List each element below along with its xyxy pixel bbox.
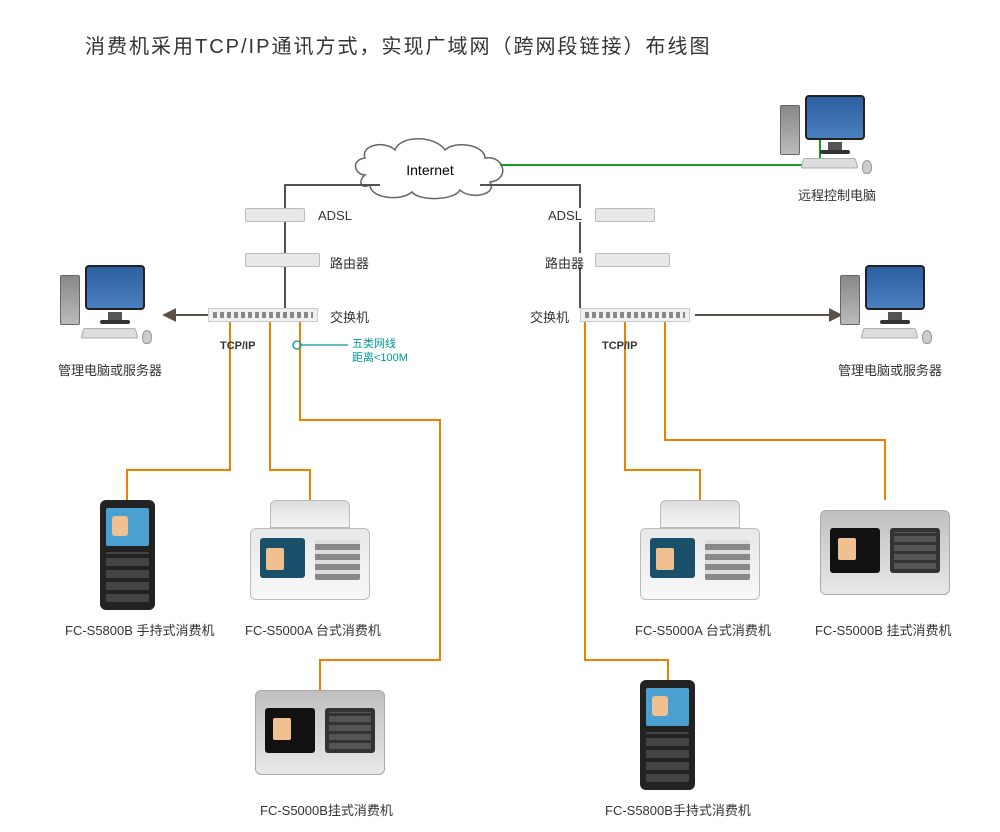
device-wall-2 [255,690,385,775]
switch-left [208,308,318,322]
edge-internet-adsl_left [285,185,380,208]
cable-note-pointer [293,341,348,349]
switch-label-left: 交换机 [330,307,369,326]
adsl-modem-left [245,208,305,222]
cable-note-line2: 距离<100M [352,349,408,365]
remote-pc-label: 远程控制电脑 [798,185,876,204]
device-desktop-1-label: FC-S5000A 台式消费机 [245,620,381,639]
device-wall-2-label: FC-S5000B挂式消费机 [260,800,393,819]
edge-internet-remote_pc [500,125,820,165]
router-label-right: 路由器 [545,253,584,272]
device-wall-1 [820,510,950,595]
edge-switch_left-dev_l2 [270,322,310,500]
remote-pc [780,95,890,185]
router-right [595,253,670,267]
device-handheld-1 [100,500,155,610]
switch-right [580,308,690,322]
adsl-label-left: ADSL [318,208,352,223]
mgmt-pc-left [60,265,170,355]
device-desktop-1 [250,500,370,600]
device-desktop-2-label: FC-S5000A 台式消费机 [635,620,771,639]
mgmt-pc-left-label: 管理电脑或服务器 [58,360,162,379]
tcpip-label-right: TCP/IP [602,340,637,352]
adsl-modem-right [595,208,655,222]
mgmt-pc-right [840,265,950,355]
device-desktop-2 [640,500,760,600]
edge-internet-adsl_right [480,185,580,208]
device-handheld-2-label: FC-S5800B手持式消费机 [605,800,751,819]
device-wall-1-label: FC-S5000B 挂式消费机 [815,620,952,639]
adsl-label-right: ADSL [548,208,582,223]
switch-label-right: 交换机 [530,307,569,326]
diagram-canvas: 消费机采用TCP/IP通讯方式，实现广域网（跨网段链接）布线图 Internet… [0,0,1000,832]
internet-label: Internet [400,162,460,178]
tcpip-label-left: TCP/IP [220,340,255,352]
mgmt-pc-right-label: 管理电脑或服务器 [838,360,942,379]
router-left [245,253,320,267]
device-handheld-1-label: FC-S5800B 手持式消费机 [65,620,215,639]
router-label-left: 路由器 [330,253,369,272]
device-handheld-2 [640,680,695,790]
